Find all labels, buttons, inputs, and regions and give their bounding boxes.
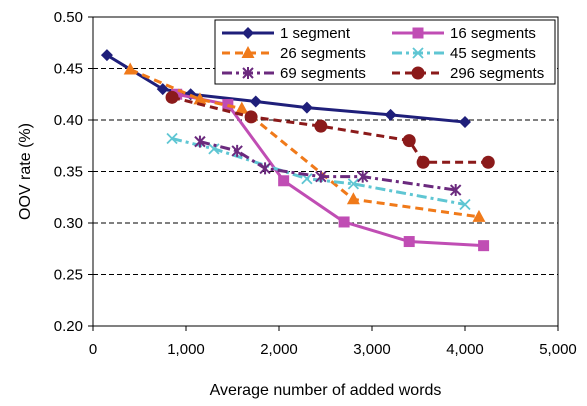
legend-item: 45 segments	[392, 45, 536, 62]
series-16-segments	[171, 88, 490, 252]
x-tick-label: 2,000	[260, 341, 298, 358]
marker-triangle	[193, 92, 207, 105]
legend-item: 16 segments	[392, 25, 536, 42]
y-tick-label: 0.30	[54, 215, 83, 232]
marker-circle	[244, 110, 258, 124]
y-axis-label: OOV rate (%)	[17, 123, 34, 220]
marker-star	[242, 67, 254, 79]
marker-star	[356, 170, 369, 183]
marker-triangle	[123, 62, 137, 75]
marker-diamond	[384, 108, 397, 121]
x-tick-label: 4,000	[446, 341, 484, 358]
x-tick-label: 5,000	[539, 341, 577, 358]
axes: 0.20 0.25 0.30 0.35 0.40 0.45 0.50 0 1,000 2,000 3…	[54, 9, 577, 358]
series-69-segments	[194, 135, 462, 197]
y-tick-label: 0.20	[54, 318, 83, 335]
series-296-segments	[165, 90, 495, 169]
legend-label: 26 segments	[280, 45, 366, 62]
marker-circle	[411, 66, 425, 80]
marker-square	[338, 216, 350, 228]
legend-item: 296 segments	[392, 65, 544, 82]
marker-star	[194, 135, 206, 148]
marker-circle	[416, 155, 430, 169]
legend-item: 26 segments	[222, 45, 366, 62]
series-lines	[100, 49, 495, 252]
y-tick-label: 0.45	[54, 61, 83, 78]
marker-x	[347, 178, 360, 190]
legend-item: 1 segment	[222, 25, 351, 42]
plot-frame	[92, 16, 559, 327]
x-tick-label: 1,000	[167, 341, 205, 358]
marker-star	[449, 184, 462, 197]
marker-diamond	[242, 27, 254, 39]
x-tick-label: 3,000	[353, 341, 391, 358]
series-26-segments	[123, 62, 486, 222]
legend-label: 296 segments	[450, 65, 544, 82]
x-axis-label: Average number of added words	[210, 382, 442, 399]
marker-square	[278, 175, 290, 187]
legend: 1 segment 16 segments 26 segments 45 segmen…	[214, 19, 556, 85]
marker-diamond	[459, 116, 471, 129]
series-1-segment	[100, 49, 471, 129]
marker-x	[208, 143, 220, 155]
legend-label: 45 segments	[450, 45, 536, 62]
marker-star	[231, 144, 243, 157]
y-tick-label: 0.40	[54, 112, 83, 129]
series-line	[199, 140, 456, 192]
series-line	[171, 95, 489, 164]
marker-x	[459, 198, 471, 211]
marker-star	[315, 170, 327, 183]
marker-square	[478, 240, 490, 252]
marker-star	[259, 162, 271, 175]
x-tick-label: 0	[89, 341, 97, 358]
marker-circle	[165, 90, 179, 104]
y-tick-label: 0.50	[54, 9, 83, 26]
marker-triangle	[346, 192, 360, 205]
marker-circle	[481, 155, 495, 169]
marker-circle	[402, 134, 416, 148]
marker-x	[166, 132, 178, 145]
marker-x	[412, 47, 424, 59]
legend-item: 69 segments	[222, 65, 366, 82]
marker-square	[412, 27, 424, 39]
marker-square	[403, 236, 415, 248]
marker-triangle	[472, 209, 486, 222]
marker-diamond	[300, 101, 313, 114]
marker-triangle	[235, 101, 249, 114]
marker-diamond	[249, 95, 262, 108]
legend-label: 69 segments	[280, 65, 366, 82]
marker-circle	[314, 119, 328, 133]
y-tick-label: 0.25	[54, 267, 83, 284]
legend-label: 16 segments	[450, 25, 536, 42]
marker-diamond	[100, 49, 113, 62]
legend-label: 1 segment	[280, 25, 351, 42]
marker-triangle	[241, 46, 255, 58]
y-tick-label: 0.35	[54, 164, 83, 181]
